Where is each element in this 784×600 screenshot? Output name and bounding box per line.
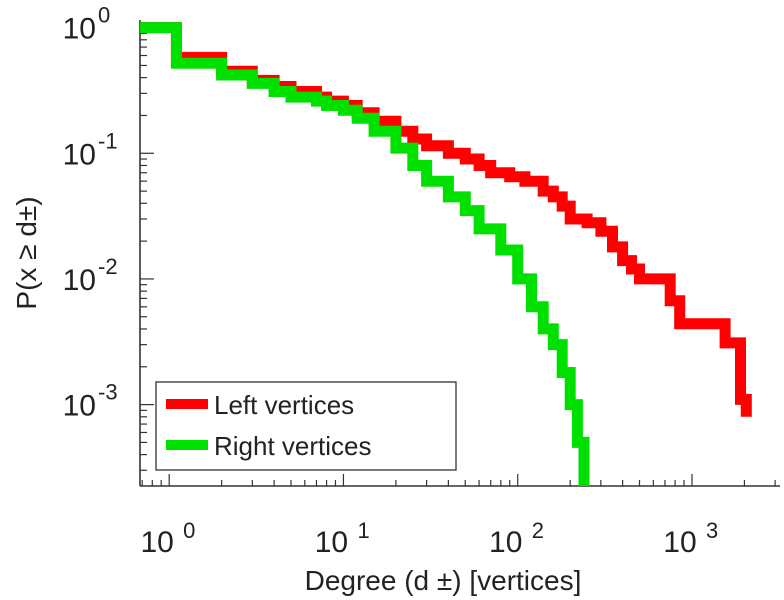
y-tick-exp-2: -2	[98, 254, 118, 279]
x-tick-label-0: 10	[140, 526, 173, 559]
y-tick-label-2: 10	[63, 264, 96, 297]
minor-ticks	[140, 32, 776, 486]
x-tick-labels: 10 0 10 1 10 2 10 3	[140, 518, 718, 559]
x-tick-exp-2: 2	[532, 518, 544, 543]
series-line-left-vertices	[140, 22, 752, 417]
x-tick-label-2: 10	[489, 526, 522, 559]
y-tick-label-3: 10	[63, 390, 96, 423]
legend-box	[155, 381, 457, 471]
x-tick-exp-1: 1	[357, 518, 369, 543]
legend-label-left: Left vertices	[214, 390, 354, 420]
y-tick-exp-0: 0	[98, 3, 110, 28]
series-line-right-vertices	[140, 22, 590, 486]
legend-label-right: Right vertices	[214, 431, 372, 461]
x-tick-label-1: 10	[315, 526, 348, 559]
x-tick-exp-3: 3	[706, 518, 718, 543]
y-tick-label-1: 10	[63, 138, 96, 171]
y-tick-exp-1: -1	[98, 128, 118, 153]
x-tick-label-3: 10	[663, 526, 696, 559]
y-tick-exp-3: -3	[98, 380, 118, 405]
legend: Left vertices Right vertices	[155, 381, 457, 471]
plot-area	[139, 20, 780, 487]
y-tick-label-0: 10	[63, 13, 96, 46]
y-axis-label: P(x ≥ d±)	[11, 196, 42, 309]
x-axis-label: Degree (d ±) [vertices]	[305, 565, 582, 596]
series-layer	[140, 22, 752, 486]
x-tick-exp-0: 0	[183, 518, 195, 543]
